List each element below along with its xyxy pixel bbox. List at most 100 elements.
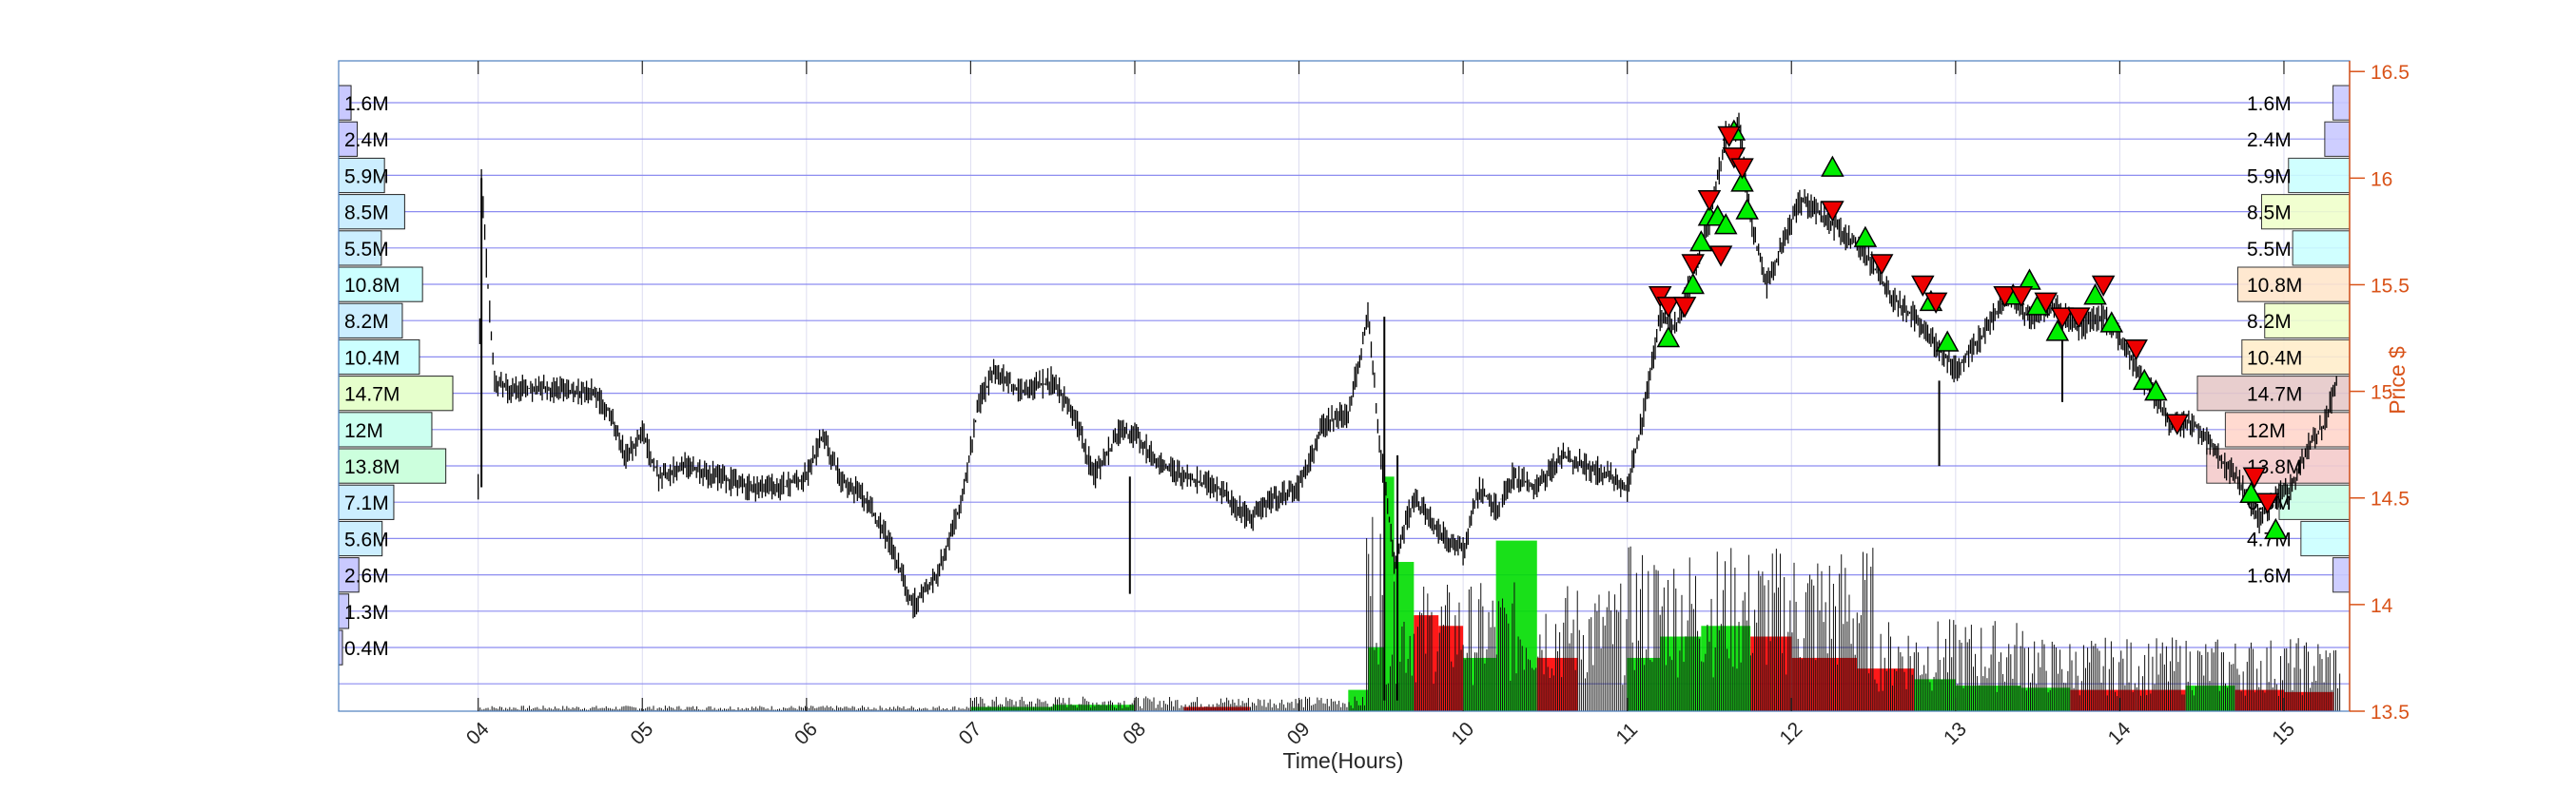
sell-signal-marker xyxy=(2124,339,2148,361)
sell-signal-marker xyxy=(2009,285,2034,308)
plot-area xyxy=(339,61,2350,711)
sell-signal-marker xyxy=(2165,414,2190,435)
volume-profile: 1.6M 2.4M 5.9M 8.5M 5.5M 10.8M 8.2M 10.4M 14.7M 1… xyxy=(338,85,2351,666)
right-profile-label: 5.5M xyxy=(2247,239,2292,261)
right-profile-label: 5.9M xyxy=(2247,165,2292,187)
buy-signal-marker xyxy=(1713,213,1738,235)
y-tick-label: 14.5 xyxy=(2371,489,2410,511)
right-profile-label: 14.7M xyxy=(2247,384,2302,406)
sell-signal-marker xyxy=(1697,190,1722,212)
right-profile-bar xyxy=(2224,412,2351,448)
buy-signal-marker xyxy=(1853,225,1878,247)
left-profile-bar xyxy=(338,520,383,557)
left-profile-label: 10.4M xyxy=(344,347,400,369)
y-axis-label: Price $ xyxy=(2385,346,2410,415)
x-tick-label: 09 xyxy=(1283,718,1315,749)
left-profile-bar xyxy=(338,448,447,484)
price-series xyxy=(478,112,2337,701)
sell-signal-marker xyxy=(1708,245,1733,267)
left-profile-label: 12M xyxy=(344,420,383,442)
right-profile-label: 12M xyxy=(2247,420,2286,442)
sell-signal-marker xyxy=(2255,493,2279,514)
sell-signal-marker xyxy=(1923,292,1948,314)
sell-signal-marker xyxy=(2050,307,2075,329)
axes: 04 05 06 07 08 09 10 11 12 13 14 15 13.5 14 14.5 15 15.5… xyxy=(338,60,2410,749)
right-profile-label: 8.5M xyxy=(2247,203,2292,224)
right-profile-bar xyxy=(2332,85,2351,121)
buy-signal-marker xyxy=(2264,517,2288,540)
sell-signal-marker xyxy=(1656,297,1681,319)
left-profile-bar xyxy=(338,412,433,448)
left-profile-bar xyxy=(338,484,395,520)
sell-signal-marker xyxy=(1911,275,1935,298)
y-tick-label: 16.5 xyxy=(2371,62,2410,84)
left-profile-label: 14.7M xyxy=(344,384,400,406)
sell-signal-marker xyxy=(1648,285,1672,308)
x-tick-label: 15 xyxy=(2268,718,2299,749)
sell-signal-marker xyxy=(2034,292,2059,314)
left-profile-label: 0.4M xyxy=(344,638,389,660)
right-profile-label: 8.2M xyxy=(2247,311,2292,333)
x-tick-label: 04 xyxy=(462,718,494,749)
right-profile-label: 1.6M xyxy=(2247,93,2292,115)
right-profile-label: 10.4M xyxy=(2247,347,2302,369)
left-profile-label: 5.9M xyxy=(344,165,389,187)
right-profile-bar xyxy=(2236,266,2351,302)
x-tick-label: 06 xyxy=(790,718,822,749)
left-profile-label: 10.8M xyxy=(344,275,400,297)
x-tick-label: 11 xyxy=(1611,719,1642,749)
price-candles xyxy=(478,112,2337,619)
grid xyxy=(339,61,2350,711)
right-profile-label: 2.4M xyxy=(2247,129,2292,151)
left-profile-label: 2.4M xyxy=(344,129,389,151)
right-profile-label: 10.8M xyxy=(2247,275,2302,297)
sell-signal-marker xyxy=(1993,285,2017,308)
y-tick-label: 15 xyxy=(2371,382,2392,404)
left-profile-bar xyxy=(338,157,385,194)
sell-signal-marker xyxy=(1821,201,1844,222)
volume-bars xyxy=(478,476,2341,711)
buy-signal-marker xyxy=(1730,170,1754,192)
volume-bar xyxy=(1914,679,1956,711)
buy-signal-marker xyxy=(2239,481,2263,504)
y-tick-label: 16 xyxy=(2371,168,2392,190)
left-profile-label: 2.6M xyxy=(344,566,389,588)
x-tick-label: 10 xyxy=(1447,718,1478,749)
x-tick-label: 12 xyxy=(1776,718,1807,749)
right-profile-bar xyxy=(2332,557,2351,593)
sell-signal-marker xyxy=(2242,467,2267,489)
buy-signal-marker xyxy=(2144,379,2168,401)
left-profile-label: 13.8M xyxy=(344,456,400,478)
volume-bar xyxy=(1660,636,1702,711)
sell-signal-marker xyxy=(1717,126,1741,148)
buy-signal-marker xyxy=(1821,155,1844,177)
sell-signal-marker xyxy=(1672,297,1697,319)
volume-bar xyxy=(1384,476,1395,711)
left-profile-bar xyxy=(338,230,382,266)
right-profile-bar xyxy=(2324,121,2351,157)
sell-signal-marker xyxy=(1730,158,1754,180)
buy-signal-marker xyxy=(1689,230,1713,252)
x-tick-label: 14 xyxy=(2104,718,2136,749)
trade-signals xyxy=(1648,119,2288,540)
volume-bar xyxy=(1052,705,1135,711)
right-profile-bar xyxy=(2288,157,2351,194)
x-tick-label: 07 xyxy=(955,718,986,749)
buy-signal-marker xyxy=(2133,368,2156,391)
left-profile-label: 8.5M xyxy=(344,203,389,224)
sell-signal-marker xyxy=(1722,147,1747,169)
buy-signal-marker xyxy=(2099,311,2124,333)
y-tick-label: 14 xyxy=(2371,595,2393,617)
left-profile-label: 5.6M xyxy=(344,529,389,551)
right-profile-bar xyxy=(2260,194,2351,230)
y-tick-label: 13.5 xyxy=(2371,702,2410,724)
x-tick-label: 08 xyxy=(1119,718,1150,749)
sell-signal-marker xyxy=(2066,307,2091,329)
buy-signal-marker xyxy=(2045,319,2070,341)
left-profile-label: 1.3M xyxy=(344,602,389,624)
right-profile-bar xyxy=(2241,338,2351,376)
x-tick-label: 13 xyxy=(1940,718,1971,749)
left-profile-bar xyxy=(338,376,454,412)
x-axis-label: Time(Hours) xyxy=(1283,748,1404,773)
